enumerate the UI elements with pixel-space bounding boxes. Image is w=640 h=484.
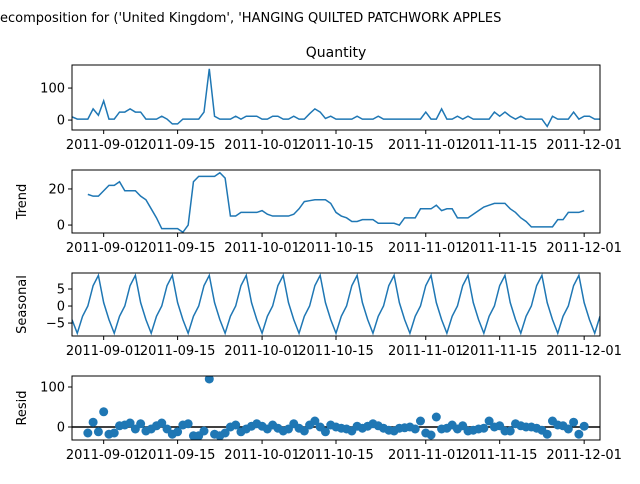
x-tick-label: 2011-09-01 [66, 344, 142, 359]
resid-point [183, 419, 193, 429]
x-tick-label: 2011-11-01 [388, 138, 464, 153]
resid-point [125, 418, 135, 428]
x-tick-label: 2011-12-01 [546, 344, 622, 359]
x-tick-label: 2011-09-01 [66, 138, 142, 153]
resid-point [231, 420, 241, 430]
x-tick-label: 2011-09-15 [140, 448, 216, 463]
resid-point [426, 430, 436, 440]
x-tick-label: 2011-09-01 [66, 241, 142, 256]
resid-point [109, 428, 119, 438]
resid-point [484, 416, 494, 426]
x-tick-label: 2011-11-15 [462, 138, 538, 153]
y-tick-label: −5 [46, 317, 65, 332]
x-tick-label: 2011-09-15 [140, 241, 216, 256]
figure-title: ecomposition for ('United Kingdom', 'HAN… [0, 11, 501, 26]
x-tick-label: 2011-11-01 [388, 448, 464, 463]
plot-area [72, 68, 600, 128]
plot-area [87, 171, 585, 233]
y-tick-label: 5 [57, 283, 65, 298]
x-tick-label: 2011-11-15 [462, 344, 538, 359]
x-tick-label: 2011-10-01 [224, 241, 300, 256]
resid-point [88, 417, 98, 427]
resid-point [410, 424, 420, 434]
axes-frame [71, 169, 601, 234]
resid-point [204, 376, 214, 384]
resid-point [299, 426, 309, 436]
x-tick-label: 2011-11-15 [462, 241, 538, 256]
panel-title: Quantity [306, 45, 367, 61]
resid-point [415, 416, 425, 426]
resid-point [83, 428, 93, 438]
x-tick-label: 2011-10-15 [298, 344, 374, 359]
x-tick-label: 2011-10-01 [224, 138, 300, 153]
y-tick-label: 0 [57, 421, 65, 436]
x-tick-label: 2011-11-01 [388, 344, 464, 359]
x-tick-label: 2011-11-15 [462, 448, 538, 463]
y-axis-label: Resid [15, 390, 30, 425]
y-axis-label: Seasonal [15, 275, 30, 334]
resid-point [505, 426, 515, 436]
resid-point [199, 426, 209, 436]
resid-point [157, 418, 167, 428]
x-tick-label: 2011-09-15 [140, 138, 216, 153]
resid-point [173, 427, 183, 437]
line [72, 68, 600, 128]
resid-point [542, 429, 552, 439]
resid-point [93, 427, 103, 437]
resid-point [99, 407, 109, 417]
resid-point [431, 412, 441, 422]
x-tick-label: 2011-09-01 [66, 448, 142, 463]
y-tick-label: 0 [57, 219, 65, 234]
resid-point [574, 429, 584, 439]
resid-point [136, 419, 146, 429]
x-tick-label: 2011-11-01 [388, 241, 464, 256]
x-tick-label: 2011-12-01 [546, 241, 622, 256]
plot-area [72, 376, 600, 440]
resid-point [310, 416, 320, 426]
y-tick-label: 0 [57, 300, 65, 315]
resid-point [479, 423, 489, 433]
axes-frame [71, 375, 601, 441]
resid-point [220, 428, 230, 438]
axes-frame [71, 64, 601, 131]
resid-point [320, 427, 330, 437]
plot-area [72, 273, 600, 336]
resid-point [563, 424, 573, 434]
line [72, 273, 600, 336]
x-tick-label: 2011-10-15 [298, 138, 374, 153]
y-axis-label: Trend [15, 184, 30, 221]
x-tick-label: 2011-12-01 [546, 138, 622, 153]
x-tick-label: 2011-12-01 [546, 448, 622, 463]
y-tick-label: 20 [48, 182, 65, 197]
x-tick-label: 2011-10-15 [298, 448, 374, 463]
x-tick-label: 2011-10-15 [298, 241, 374, 256]
axes-frame [71, 272, 601, 337]
y-tick-label: 100 [40, 82, 65, 97]
x-tick-label: 2011-10-01 [224, 344, 300, 359]
line [87, 171, 585, 233]
resid-point [569, 417, 579, 427]
resid-point [579, 421, 589, 431]
x-tick-label: 2011-10-01 [224, 448, 300, 463]
y-tick-label: 100 [40, 381, 65, 396]
x-tick-label: 2011-09-15 [140, 344, 216, 359]
y-tick-label: 0 [57, 114, 65, 129]
